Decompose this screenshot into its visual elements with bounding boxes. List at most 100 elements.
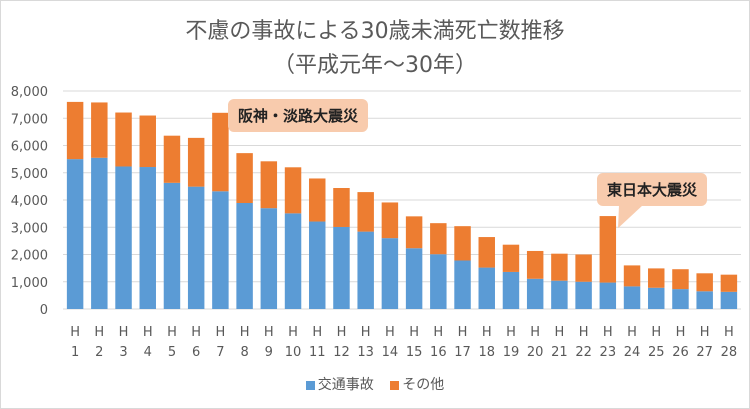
x-tick-label-year: 27 bbox=[696, 345, 713, 360]
x-tick-label-era: H bbox=[530, 325, 540, 340]
x-tick-label-era: H bbox=[458, 325, 468, 340]
y-tick-label: 4,000 bbox=[11, 194, 48, 209]
x-tick-label-era: H bbox=[240, 325, 250, 340]
x-tick-label-era: H bbox=[94, 325, 104, 340]
bar-other bbox=[66, 101, 84, 160]
x-tick-label-year: 8 bbox=[240, 345, 248, 360]
bar-traffic bbox=[212, 191, 229, 309]
x-tick-label-year: 9 bbox=[265, 345, 273, 360]
bar-traffic bbox=[91, 157, 108, 309]
bar-other bbox=[284, 167, 302, 214]
x-tick-label-year: 1 bbox=[71, 345, 79, 360]
x-tick-label-era: H bbox=[433, 325, 443, 340]
y-tick-label: 0 bbox=[40, 303, 48, 318]
x-tick-label-year: 25 bbox=[648, 345, 665, 360]
x-tick-label-year: 21 bbox=[551, 345, 568, 360]
bar-other bbox=[526, 250, 544, 279]
bar-other bbox=[599, 216, 617, 283]
bar-traffic bbox=[236, 202, 253, 309]
chart-title: 不慮の事故による30歳未満死亡数推移 bbox=[185, 19, 565, 44]
x-tick-label-year: 23 bbox=[600, 345, 617, 360]
x-tick-label-year: 16 bbox=[430, 345, 447, 360]
bar-other bbox=[575, 254, 592, 282]
bar-other bbox=[309, 178, 326, 222]
bar-traffic bbox=[163, 182, 181, 309]
x-tick-label-era: H bbox=[361, 325, 371, 340]
bar-traffic bbox=[672, 289, 689, 309]
bar-traffic bbox=[551, 280, 568, 309]
legend-swatch-other bbox=[390, 380, 400, 390]
x-tick-label-era: H bbox=[409, 325, 419, 340]
x-tick-label-year: 5 bbox=[168, 345, 176, 360]
y-tick-label: 6,000 bbox=[11, 140, 48, 155]
x-tick-label-year: 15 bbox=[406, 345, 423, 360]
bar-traffic bbox=[333, 226, 350, 309]
legend-label-traffic: 交通事故 bbox=[317, 377, 374, 393]
x-tick-label-year: 2 bbox=[95, 345, 103, 360]
x-tick-label-year: 3 bbox=[119, 345, 127, 360]
x-tick-label-era: H bbox=[579, 325, 589, 340]
y-tick-label: 1,000 bbox=[11, 276, 48, 291]
bar-other bbox=[502, 244, 520, 272]
bar-traffic bbox=[430, 254, 447, 309]
bar-traffic bbox=[478, 267, 495, 309]
x-tick-label-year: 10 bbox=[285, 345, 302, 360]
y-tick-label: 2,000 bbox=[11, 249, 48, 264]
bar-other bbox=[405, 216, 423, 249]
bar-traffic bbox=[260, 208, 278, 309]
x-tick-label-year: 26 bbox=[672, 345, 689, 360]
x-tick-label-era: H bbox=[482, 325, 492, 340]
x-tick-label-era: H bbox=[143, 325, 153, 340]
bar-other bbox=[139, 115, 156, 168]
bar-other bbox=[163, 135, 181, 183]
bar-traffic bbox=[696, 291, 713, 309]
legend-swatch-traffic bbox=[305, 380, 315, 390]
x-tick-label-year: 6 bbox=[192, 345, 200, 360]
x-tick-label-era: H bbox=[603, 325, 613, 340]
x-tick-label-year: 11 bbox=[309, 345, 326, 360]
x-tick-label-era: H bbox=[191, 325, 201, 340]
bar-other bbox=[212, 112, 229, 192]
x-tick-label-era: H bbox=[651, 325, 661, 340]
bar-traffic bbox=[405, 248, 423, 309]
x-tick-label-era: H bbox=[167, 325, 177, 340]
x-tick-label-era: H bbox=[337, 325, 347, 340]
x-tick-label-year: 7 bbox=[216, 345, 224, 360]
annotation-hanshin: 阪神・淡路大震災 bbox=[228, 99, 369, 132]
legend: 交通事故 その他 bbox=[1, 374, 749, 394]
bar-other bbox=[478, 237, 495, 268]
chart-subtitle: （平成元年～30年） bbox=[273, 53, 477, 78]
bar-other bbox=[333, 188, 350, 227]
bar-other bbox=[236, 153, 253, 203]
bar-other bbox=[720, 274, 738, 292]
x-tick-label-era: H bbox=[70, 325, 80, 340]
x-tick-label-era: H bbox=[506, 325, 516, 340]
bar-traffic bbox=[66, 159, 84, 309]
x-tick-label-era: H bbox=[264, 325, 274, 340]
x-tick-label-year: 18 bbox=[478, 345, 495, 360]
bar-other bbox=[623, 265, 641, 287]
bar-traffic bbox=[720, 291, 738, 309]
x-tick-label-year: 28 bbox=[721, 345, 738, 360]
bar-traffic bbox=[381, 238, 399, 309]
x-tick-label-year: 22 bbox=[575, 345, 592, 360]
x-tick-label-year: 19 bbox=[503, 345, 520, 360]
x-tick-label-year: 12 bbox=[333, 345, 350, 360]
x-tick-label-era: H bbox=[555, 325, 565, 340]
bar-traffic bbox=[526, 278, 544, 309]
bar-other bbox=[551, 253, 568, 281]
legend-label-other: その他 bbox=[402, 377, 445, 393]
bar-traffic bbox=[309, 221, 326, 309]
x-tick-label-era: H bbox=[700, 325, 710, 340]
bar-other bbox=[115, 112, 132, 167]
x-tick-label-year: 20 bbox=[527, 345, 544, 360]
bar-other bbox=[648, 268, 665, 288]
bar-traffic bbox=[284, 213, 302, 309]
bar-traffic bbox=[139, 167, 156, 309]
bar-traffic bbox=[575, 281, 592, 309]
y-tick-label: 5,000 bbox=[11, 167, 48, 182]
x-tick-label-year: 17 bbox=[454, 345, 471, 360]
x-tick-label-year: 13 bbox=[357, 345, 374, 360]
